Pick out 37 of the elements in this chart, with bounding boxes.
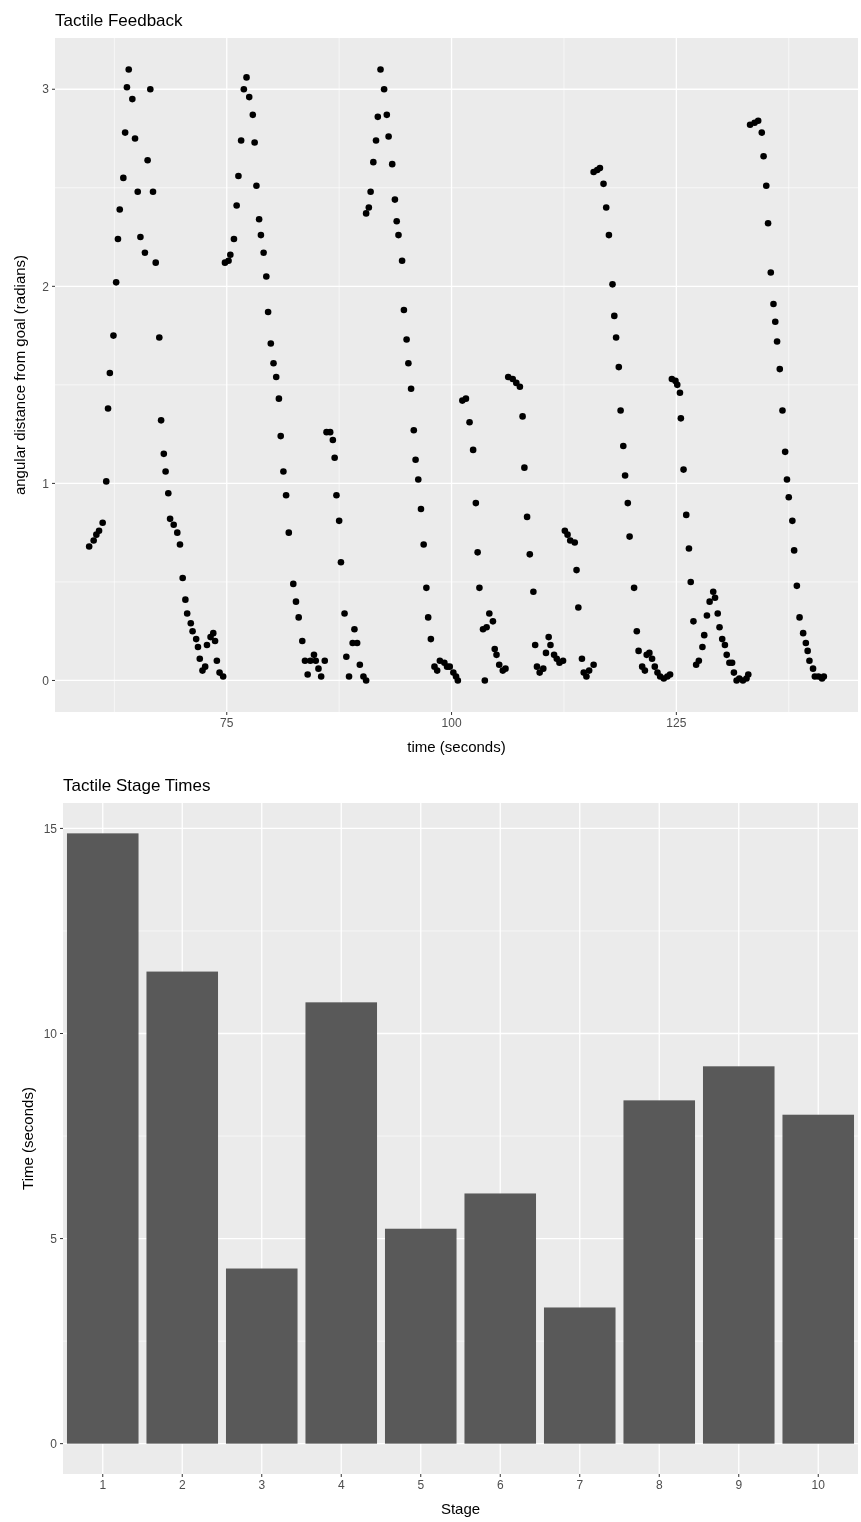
x-tick-label: 6 — [496, 1478, 504, 1492]
y-axis-title: Time (seconds) — [19, 1087, 36, 1190]
y-axis-title: angular distance from goal (radians) — [11, 254, 28, 496]
y-tick-label: 5 — [50, 1231, 58, 1246]
bar — [305, 1002, 378, 1444]
y-tick-label: 1 — [42, 476, 50, 491]
bar — [543, 1307, 616, 1444]
x-tick-label: 125 — [666, 716, 687, 730]
x-tick-label: 75 — [220, 716, 234, 730]
bar — [66, 833, 139, 1444]
y-tick-label: 15 — [43, 821, 58, 836]
x-axis-title: Stage — [440, 1500, 481, 1517]
bar — [782, 1114, 855, 1444]
x-tick-label: 10 — [811, 1478, 826, 1492]
bar — [225, 1268, 298, 1444]
y-tick-label: 10 — [43, 1026, 58, 1041]
x-tick-label: 7 — [576, 1478, 584, 1492]
x-tick-label: 1 — [99, 1478, 107, 1492]
y-tick-label: 2 — [42, 279, 50, 294]
chart-title: Tactile Feedback — [55, 11, 184, 30]
x-tick-label: 8 — [655, 1478, 663, 1492]
x-tick-label: 2 — [178, 1478, 186, 1492]
y-tick-label: 0 — [50, 1436, 58, 1451]
x-tick-label: 3 — [258, 1478, 266, 1492]
bar — [384, 1228, 457, 1444]
y-tick-label: 3 — [42, 82, 50, 97]
bar — [702, 1066, 775, 1444]
x-axis-title: time (seconds) — [407, 738, 506, 755]
x-tick-label: 100 — [441, 716, 462, 730]
bar — [623, 1100, 696, 1444]
y-tick-label: 0 — [42, 673, 50, 688]
x-tick-label: 4 — [337, 1478, 345, 1492]
bar — [146, 971, 219, 1444]
bar — [464, 1193, 537, 1444]
chart-title: Tactile Stage Times — [63, 776, 211, 795]
x-tick-label: 5 — [417, 1478, 425, 1492]
x-tick-label: 9 — [735, 1478, 743, 1492]
